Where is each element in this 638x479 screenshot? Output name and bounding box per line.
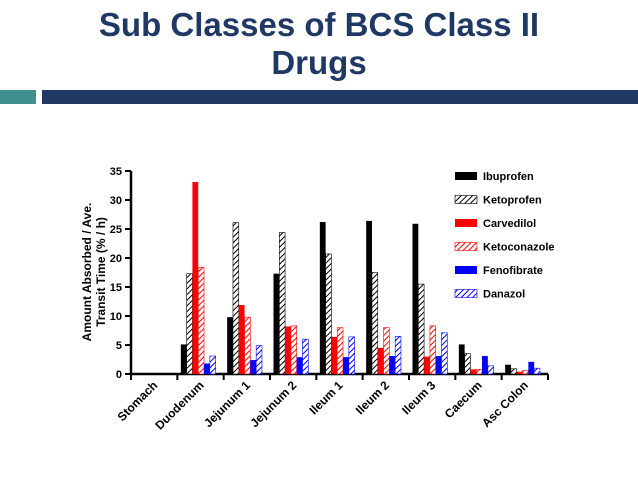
- bar: [424, 356, 430, 374]
- bar: [377, 347, 384, 374]
- bar: [238, 304, 245, 374]
- bar: [435, 356, 442, 374]
- bar: [510, 368, 518, 375]
- y-tick-label: 30: [110, 195, 122, 207]
- bar: [290, 325, 297, 375]
- bar: [366, 220, 372, 374]
- bar: [394, 335, 402, 375]
- slide-title-line-1: Sub Classes of BCS Class II: [98, 6, 540, 43]
- accent-bar-teal: [0, 90, 36, 104]
- bar: [470, 369, 477, 374]
- bar: [192, 182, 199, 374]
- bar: [331, 336, 338, 374]
- legend-label: Ketoconazole: [483, 242, 555, 254]
- y-tick-label: 15: [110, 282, 122, 294]
- bar: [371, 272, 379, 375]
- legend-label: Ketoprofen: [483, 195, 542, 207]
- slide-title-line-2: Drugs: [271, 44, 367, 81]
- x-tick-label: Caecum: [442, 378, 485, 421]
- y-tick-label: 35: [110, 166, 122, 178]
- bar: [487, 365, 494, 375]
- bar: [516, 371, 523, 374]
- y-tick-label: 5: [116, 340, 122, 352]
- bar: [278, 232, 286, 375]
- legend-label: Carvedilol: [483, 218, 536, 230]
- bar: [209, 355, 216, 375]
- legend-label: Fenofibrate: [483, 265, 543, 277]
- bar: [441, 332, 448, 375]
- x-tick-label: Ileum 2: [353, 378, 392, 417]
- bar: [505, 364, 511, 374]
- legend-label: Danazol: [483, 289, 525, 301]
- bar: [528, 361, 535, 374]
- x-tick-label: Ileum 3: [399, 378, 438, 417]
- y-tick-label: 25: [110, 224, 122, 236]
- bar: [227, 317, 233, 374]
- bar: [522, 370, 529, 375]
- bar: [412, 223, 419, 374]
- bar: [482, 356, 488, 374]
- bar: [319, 222, 326, 374]
- y-axis-label-line-2: Transit Time (% / h): [94, 217, 108, 327]
- bar: [204, 363, 210, 374]
- bar: [464, 353, 471, 375]
- x-tick-label: Ileum 1: [306, 378, 345, 417]
- legend-swatch: [455, 266, 477, 274]
- y-tick-label: 20: [110, 253, 122, 265]
- y-tick-label: 0: [116, 369, 122, 381]
- legend-swatch: [454, 195, 478, 204]
- bar: [180, 344, 187, 374]
- bar: [475, 369, 483, 375]
- bar: [348, 336, 355, 375]
- legend-swatch: [455, 219, 477, 227]
- x-tick-label: Stomach: [115, 378, 161, 424]
- bar: [197, 266, 205, 375]
- bar: [336, 327, 344, 375]
- x-tick-label: Duodenum: [152, 378, 206, 432]
- y-axis-label-line-1: Amount Absorbed / Ave.: [80, 203, 94, 342]
- y-axis-label: Amount Absorbed / Ave. Transit Time (% /…: [80, 203, 108, 342]
- x-tick-label: Jejunum 1: [201, 378, 253, 430]
- bar: [302, 338, 309, 375]
- bar: [186, 273, 193, 375]
- bar: [250, 360, 257, 374]
- bar: [343, 357, 349, 374]
- legend-swatch: [454, 242, 478, 251]
- slide-title: Sub Classes of BCS Class II Drugs: [0, 6, 638, 82]
- y-tick-label: 10: [110, 311, 122, 323]
- legend-swatch: [455, 172, 477, 180]
- bar: [383, 327, 390, 375]
- bar: [244, 316, 251, 375]
- bar: [296, 357, 303, 374]
- bar: [325, 253, 332, 375]
- x-tick-label: Jejunum 2: [247, 378, 299, 430]
- bar: [273, 273, 280, 374]
- bar: [458, 344, 465, 374]
- legend-label: Ibuprofen: [483, 171, 534, 183]
- bar: [285, 326, 291, 374]
- bar: [533, 367, 541, 375]
- bar: [429, 325, 436, 375]
- bar: [255, 345, 263, 375]
- bar: [389, 356, 396, 374]
- accent-bar-navy: [42, 90, 638, 104]
- bar: [232, 222, 240, 375]
- legend-swatch: [454, 289, 478, 298]
- bar: [417, 283, 425, 375]
- x-tick-label: Asc Colon: [479, 378, 531, 430]
